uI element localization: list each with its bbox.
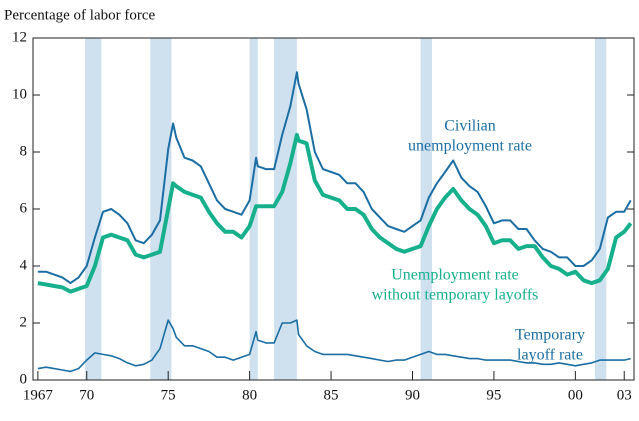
series-line bbox=[37, 319, 631, 373]
x-tick-label: 95 bbox=[486, 387, 501, 403]
x-tick-label: 1967 bbox=[23, 387, 54, 403]
y-tick-label: 12 bbox=[12, 29, 27, 45]
x-tick-label: 03 bbox=[617, 387, 632, 403]
annotation: Civilian bbox=[444, 118, 496, 135]
y-tick-label: 10 bbox=[12, 86, 27, 102]
y-axis-label: Percentage of labor force bbox=[4, 7, 156, 23]
y-tick-label: 6 bbox=[20, 200, 28, 216]
series-line bbox=[37, 71, 632, 285]
x-tick-label: 75 bbox=[161, 387, 176, 403]
x-tick-label: 85 bbox=[324, 387, 339, 403]
recession-band bbox=[594, 38, 607, 380]
series-line bbox=[37, 132, 633, 294]
y-tick-label: 0 bbox=[20, 371, 28, 387]
recession-band bbox=[85, 38, 102, 380]
y-tick-label: 4 bbox=[20, 257, 28, 273]
recession-band bbox=[420, 38, 433, 380]
x-tick-label: 80 bbox=[242, 387, 257, 403]
annotation: Unemployment rate bbox=[391, 267, 519, 284]
annotation: without temporary layoffs bbox=[372, 287, 539, 304]
annotation: Temporary bbox=[515, 327, 585, 344]
annotation: unemployment rate bbox=[408, 138, 532, 155]
x-tick-label: 00 bbox=[568, 387, 583, 403]
x-tick-label: 70 bbox=[79, 387, 94, 403]
recession-band bbox=[274, 38, 297, 380]
y-tick-label: 2 bbox=[20, 314, 28, 330]
y-tick-label: 8 bbox=[20, 143, 28, 159]
x-tick-label: 90 bbox=[405, 387, 420, 403]
annotation: layoff rate bbox=[517, 347, 583, 364]
